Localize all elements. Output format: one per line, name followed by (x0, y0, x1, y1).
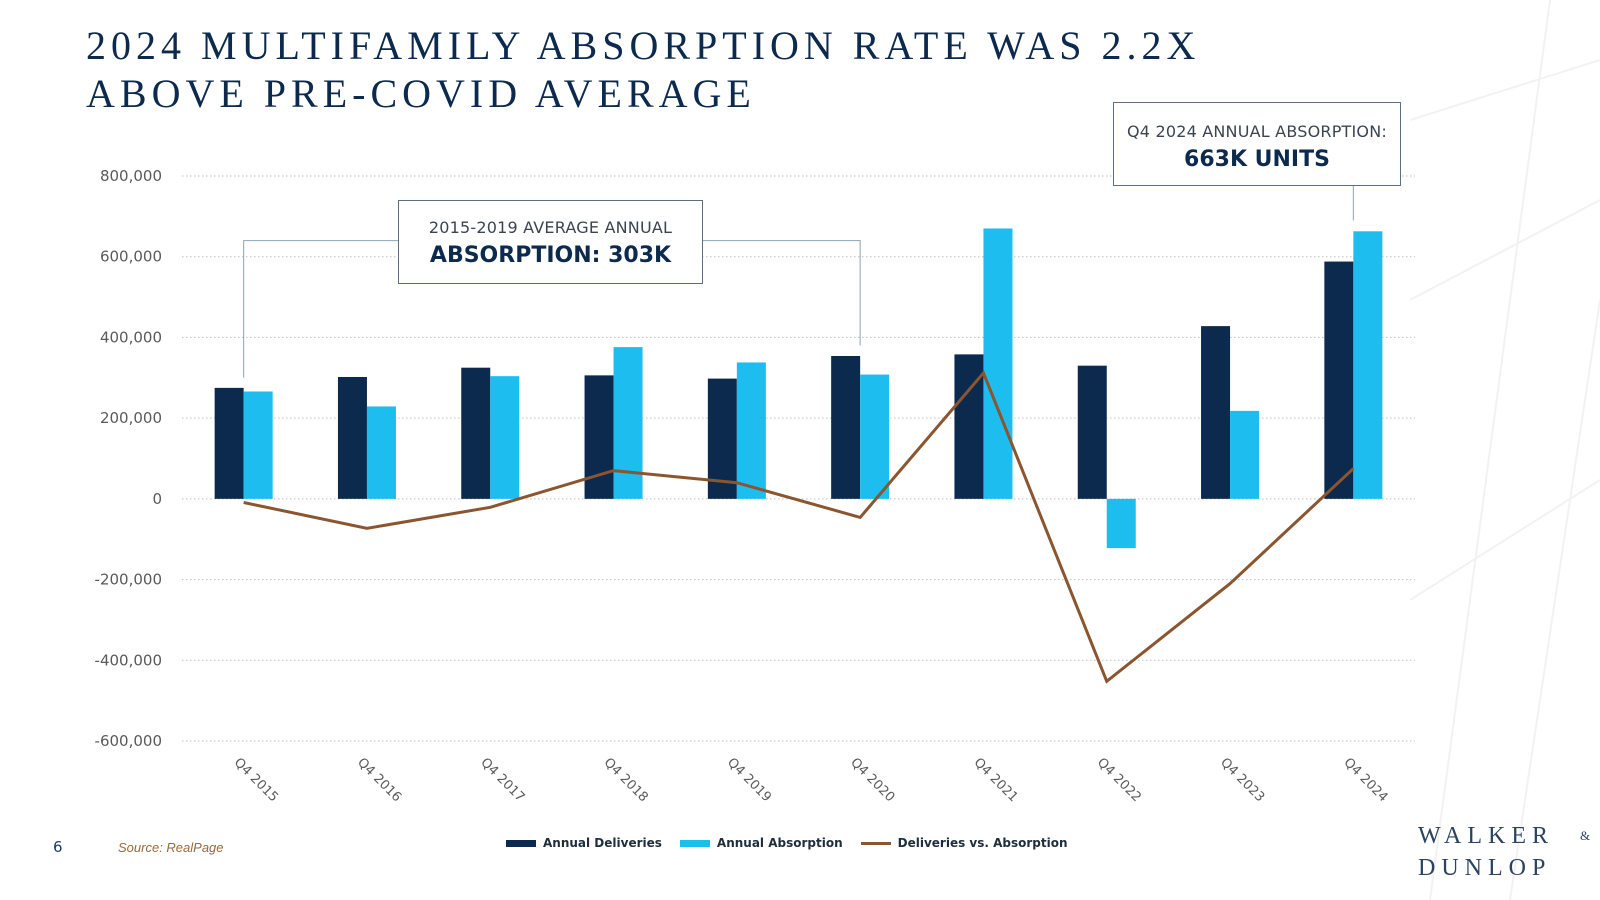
callout-2024-absorption: Q4 2024 ANNUAL ABSORPTION: 663K UNITS (1113, 102, 1401, 186)
x-tick-label: Q4 2022 (1094, 755, 1144, 805)
x-tick-label: Q4 2018 (601, 755, 651, 805)
callout-avg-leader-left (243, 240, 398, 378)
logo-ampersand: & (1580, 828, 1591, 843)
y-tick-label: -600,000 (95, 732, 162, 750)
y-tick-label: 400,000 (100, 328, 162, 346)
logo-line-1: WALKER (1418, 823, 1554, 849)
legend-swatch-line (860, 841, 891, 845)
line-deliveries-vs-absorption (243, 370, 1355, 684)
walker-dunlop-logo: WALKER & DUNLOP (1418, 820, 1590, 884)
y-tick-label: 0 (152, 490, 162, 508)
y-tick-label: 600,000 (100, 248, 162, 266)
absorption-chart: 800,000 600,000 400,000 200,000 0 -200,000 -40… (95, 167, 1415, 805)
legend-swatch-deliveries (506, 839, 536, 847)
bar-deliveries (1324, 261, 1354, 499)
bar-deliveries (337, 376, 367, 499)
y-tick-label: 800,000 (100, 167, 162, 185)
bar-deliveries (831, 355, 861, 499)
x-tick-label: Q4 2020 (847, 755, 897, 805)
logo-line-2: DUNLOP (1418, 855, 1552, 881)
bar-absorption (1106, 498, 1136, 549)
bar-deliveries (1201, 326, 1231, 499)
bar-absorption (736, 362, 766, 499)
bar-absorption (1353, 231, 1383, 499)
y-tick-label: 200,000 (100, 409, 162, 427)
x-tick-label: Q4 2024 (1341, 755, 1391, 805)
x-tick-label: Q4 2017 (477, 755, 527, 805)
callout-avg-line-2: ABSORPTION: 303K (429, 243, 672, 268)
y-tick-label: -200,000 (95, 571, 162, 589)
callout-avg-absorption: 2015-2019 AVERAGE ANNUAL ABSORPTION: 303… (398, 200, 703, 284)
x-tick-label: Q4 2021 (971, 755, 1021, 805)
bar-deliveries (214, 387, 244, 499)
x-tick-label: Q4 2015 (231, 755, 281, 805)
bar-deliveries (1077, 365, 1107, 499)
legend-item-line: Deliveries vs. Absorption (860, 836, 1068, 850)
bar-absorption (613, 347, 643, 499)
x-tick-label: Q4 2016 (354, 755, 404, 805)
legend-swatch-absorption (679, 839, 710, 847)
x-tick-label: Q4 2023 (1217, 755, 1267, 805)
callout-avg-line-1: 2015-2019 AVERAGE ANNUAL (428, 218, 673, 237)
legend-item-deliveries: Annual Deliveries (506, 836, 662, 850)
bar-absorption (243, 391, 273, 499)
y-tick-label: -400,000 (95, 651, 162, 669)
legend-item-absorption: Annual Absorption (679, 836, 843, 850)
legend-label-deliveries: Annual Deliveries (543, 836, 662, 850)
callout-2024-line-1: Q4 2024 ANNUAL ABSORPTION: (1126, 122, 1387, 141)
background-pattern (1410, 0, 1600, 900)
title-line-1: 2024 MULTIFAMILY ABSORPTION RATE WAS 2.2… (86, 23, 1201, 68)
bar-absorption (860, 374, 890, 499)
bar-absorption (1230, 410, 1260, 499)
legend-label-absorption: Annual Absorption (716, 836, 843, 850)
page-title: 2024 MULTIFAMILY ABSORPTION RATE WAS 2.2… (86, 22, 1200, 118)
chart-legend: Annual Deliveries Annual Absorption Deli… (506, 836, 1086, 850)
x-tick-label: Q4 2019 (724, 755, 774, 805)
callout-2024-line-2: 663K UNITS (1184, 147, 1330, 172)
bar-absorption (366, 406, 396, 499)
bar-absorption (490, 376, 520, 499)
bar-deliveries (707, 378, 737, 499)
legend-label-line: Deliveries vs. Absorption (897, 836, 1068, 850)
title-line-2: ABOVE PRE-COVID AVERAGE (86, 71, 756, 116)
bar-deliveries (584, 375, 614, 499)
bar-deliveries (461, 367, 491, 499)
bar-absorption (983, 228, 1013, 499)
source-note: Source: RealPage (118, 840, 224, 855)
page-number: 6 (53, 838, 63, 856)
callout-avg-leader-right (703, 240, 861, 346)
